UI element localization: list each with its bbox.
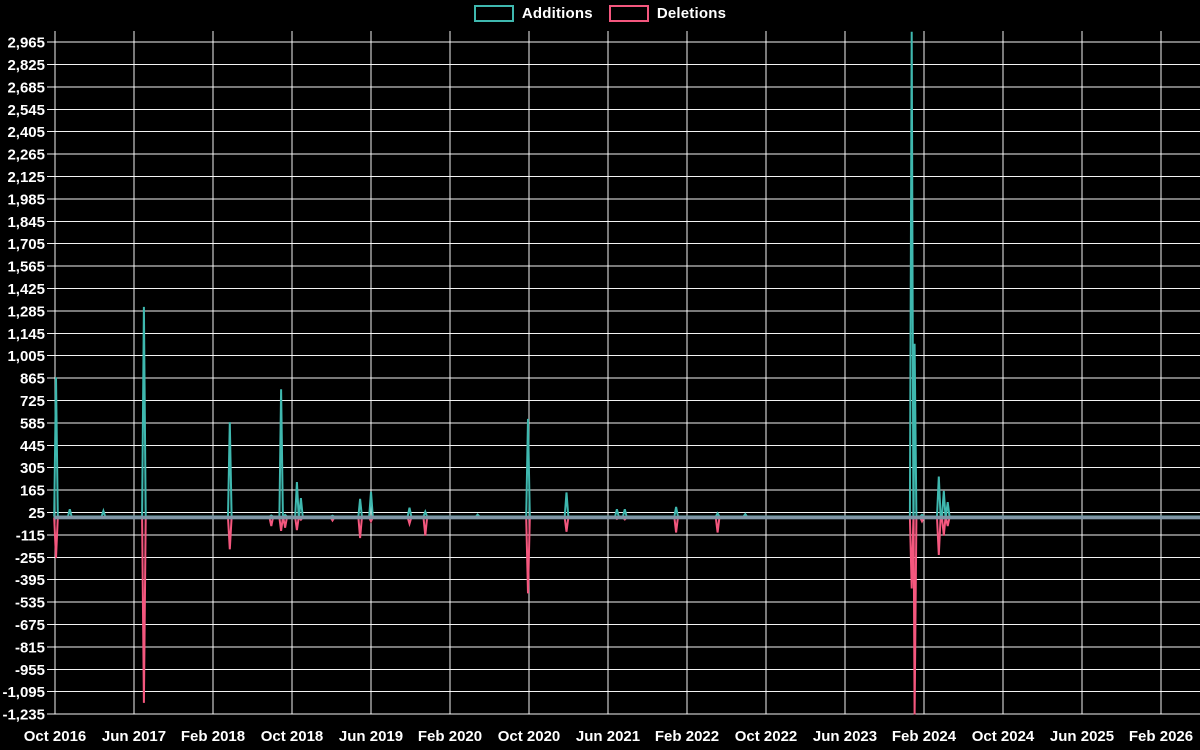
svg-text:25: 25: [28, 505, 45, 522]
svg-text:Feb 2024: Feb 2024: [892, 728, 957, 745]
svg-text:2,545: 2,545: [7, 102, 45, 119]
svg-text:Jun 2021: Jun 2021: [576, 728, 640, 745]
svg-text:1,005: 1,005: [7, 348, 45, 365]
svg-text:-675: -675: [15, 617, 45, 634]
svg-text:865: 865: [20, 371, 45, 388]
svg-text:Oct 2020: Oct 2020: [498, 728, 561, 745]
y-tick-labels: 2,965 2,825 2,685 2,545 2,405 2,265 2,125 1,985…: [2, 35, 45, 724]
svg-text:1,145: 1,145: [7, 326, 45, 343]
svg-text:-1,235: -1,235: [2, 707, 45, 724]
svg-text:585: 585: [20, 415, 45, 432]
svg-text:2,405: 2,405: [7, 124, 45, 141]
additions-legend-label: Additions: [521, 5, 593, 22]
svg-text:-115: -115: [16, 527, 45, 544]
svg-text:2,265: 2,265: [7, 147, 45, 164]
svg-text:Oct 2024: Oct 2024: [972, 728, 1035, 745]
additions-line: [53, 31, 1200, 518]
svg-text:-955: -955: [15, 662, 45, 679]
legend-item-additions[interactable]: Additions: [473, 5, 593, 22]
svg-text:Feb 2022: Feb 2022: [655, 728, 719, 745]
svg-text:Jun 2019: Jun 2019: [339, 728, 403, 745]
svg-text:-255: -255: [15, 550, 45, 567]
svg-text:305: 305: [20, 460, 45, 477]
svg-text:Feb 2026: Feb 2026: [1129, 728, 1193, 745]
svg-text:-1,095: -1,095: [2, 684, 45, 701]
svg-text:1,705: 1,705: [7, 236, 45, 253]
deletions-line: [53, 516, 1200, 715]
svg-text:1,425: 1,425: [7, 281, 45, 298]
svg-text:Feb 2020: Feb 2020: [418, 728, 482, 745]
svg-text:-815: -815: [15, 639, 45, 656]
zero-baseline: [54, 515, 1200, 520]
svg-text:445: 445: [20, 438, 45, 455]
svg-text:Feb 2018: Feb 2018: [181, 728, 245, 745]
svg-text:Jun 2023: Jun 2023: [813, 728, 877, 745]
svg-text:2,685: 2,685: [7, 79, 45, 96]
svg-text:Oct 2022: Oct 2022: [735, 728, 798, 745]
x-gridlines: [54, 31, 1162, 715]
svg-text:-535: -535: [15, 595, 45, 612]
x-tick-labels: Oct 2016 Jun 2017 Feb 2018 Oct 2018 Jun 2019…: [24, 728, 1193, 745]
svg-text:165: 165: [20, 483, 45, 500]
svg-text:Oct 2016: Oct 2016: [24, 728, 87, 745]
svg-text:Jun 2017: Jun 2017: [102, 728, 166, 745]
chart-legend: Additions Deletions: [0, 5, 1200, 22]
svg-text:725: 725: [20, 393, 45, 410]
svg-text:2,825: 2,825: [7, 57, 45, 74]
svg-text:1,565: 1,565: [7, 259, 45, 276]
svg-text:1,985: 1,985: [7, 191, 45, 208]
svg-text:1,845: 1,845: [7, 214, 45, 231]
svg-text:-395: -395: [15, 572, 45, 589]
legend-item-deletions[interactable]: Deletions: [608, 5, 727, 22]
y-gridlines: [47, 41, 1200, 715]
svg-text:Jun 2025: Jun 2025: [1050, 728, 1114, 745]
svg-text:2,965: 2,965: [7, 35, 45, 52]
svg-text:Oct 2018: Oct 2018: [261, 728, 324, 745]
svg-text:2,125: 2,125: [7, 169, 45, 186]
svg-text:1,285: 1,285: [7, 303, 45, 320]
additions-swatch-icon: [473, 5, 514, 22]
deletions-swatch-icon: [608, 5, 649, 22]
deletions-legend-label: Deletions: [656, 5, 727, 22]
